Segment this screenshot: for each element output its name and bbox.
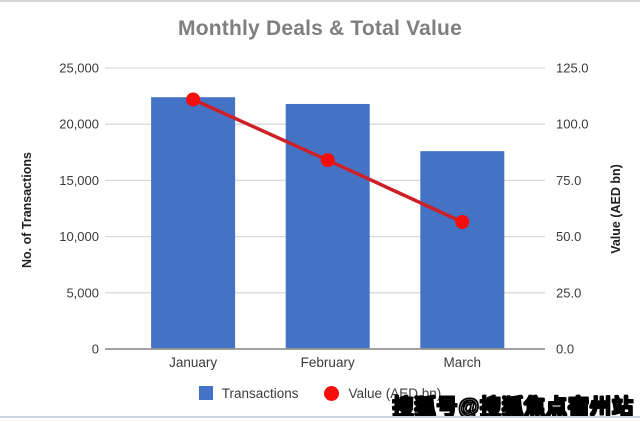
category-label: January: [169, 355, 217, 370]
legend-label-transactions: Transactions: [221, 385, 299, 401]
bar-january: [151, 97, 236, 349]
transactions-swatch-icon: [198, 386, 213, 400]
left-axis-tick-label: 0: [92, 342, 99, 357]
value-swatch-icon: [324, 385, 340, 401]
bar-february: [285, 103, 370, 349]
top-border-line: [0, 0, 640, 2]
left-axis-title: No. of Transactions: [20, 152, 34, 268]
category-label: February: [301, 355, 355, 370]
right-axis-tick-label: 50.0: [556, 229, 581, 244]
left-axis-tick-label: 25,000: [59, 61, 99, 76]
value-marker-march: [455, 214, 470, 229]
right-axis-tick-label: 0.0: [556, 342, 574, 357]
right-axis-tick-label: 100.0: [556, 117, 589, 132]
left-axis-tick-label: 10,000: [59, 229, 99, 244]
legend-item-value: Value (AED bn): [324, 385, 442, 401]
right-axis-title: Value (AED bn): [609, 164, 623, 254]
right-axis-tick-label: 25.0: [556, 285, 581, 300]
bar-march: [420, 151, 505, 349]
left-axis-tick-label: 20,000: [59, 117, 99, 132]
left-axis-tick-label: 5,000: [66, 285, 99, 300]
bottom-border-line: [0, 416, 640, 418]
value-marker-january: [186, 92, 201, 107]
value-marker-february: [320, 153, 335, 168]
chart-legend: Transactions Value (AED bn): [0, 384, 640, 402]
right-axis-tick-label: 125.0: [556, 61, 589, 76]
right-axis-tick-label: 75.0: [556, 173, 581, 188]
legend-label-value: Value (AED bn): [348, 385, 442, 401]
watermark-text: 搜狐号@搜狐焦点宿州站: [392, 395, 634, 419]
legend-item-transactions: Transactions: [198, 385, 299, 401]
chart-title: Monthly Deals & Total Value: [178, 17, 462, 40]
left-axis-tick-label: 15,000: [59, 173, 99, 188]
category-label: March: [444, 355, 482, 370]
